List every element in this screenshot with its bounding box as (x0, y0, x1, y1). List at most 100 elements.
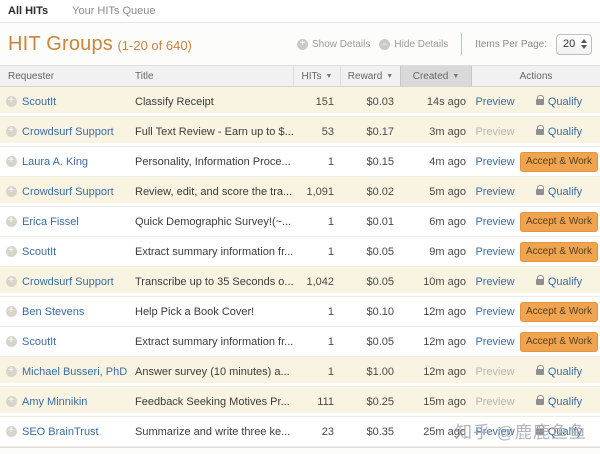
qualify-link[interactable]: Qualify (547, 275, 583, 288)
hit-title: Transcribe up to 35 Seconds o... (135, 275, 293, 288)
sort-arrow-icon: ▼ (386, 72, 394, 80)
table-row: ScoutIt Extract summary information fr..… (0, 237, 600, 267)
created-time: 12m ago (423, 305, 466, 318)
preview-link[interactable]: Preview (475, 245, 515, 258)
actions-cell: Preview Accept & Work (472, 327, 600, 356)
requester-link[interactable]: Crowdsurf Support (22, 275, 114, 288)
requester-link[interactable]: Crowdsurf Support (22, 185, 114, 198)
expand-row-icon[interactable] (5, 216, 17, 227)
tab-all-hits[interactable]: All HITs (8, 5, 49, 17)
accept-and-work-button[interactable]: Accept & Work (520, 151, 598, 172)
requester-link[interactable]: Amy Minnikin (22, 395, 88, 408)
requester-link[interactable]: Laura A. King (22, 155, 89, 168)
qualify-link[interactable]: Qualify (547, 395, 583, 408)
expand-row-icon[interactable] (5, 426, 17, 437)
preview-link[interactable]: Preview (475, 275, 515, 288)
preview-link[interactable]: Preview (475, 95, 515, 108)
hide-details-label: Hide Details (394, 38, 449, 50)
preview-link[interactable]: Preview (475, 215, 515, 228)
column-header-hits[interactable]: HITs ▼ (293, 66, 340, 86)
preview-link[interactable]: Preview (475, 185, 515, 198)
hits-count: 111 (317, 395, 334, 408)
qualify-link[interactable]: Qualify (547, 95, 583, 108)
requester-link[interactable]: Ben Stevens (22, 305, 85, 318)
requester-link[interactable]: ScoutIt (22, 335, 57, 348)
column-header-created[interactable]: Created ▼ (400, 66, 472, 86)
created-time: 6m ago (429, 215, 466, 228)
items-per-page-value: 20 (563, 38, 576, 50)
qualify-link[interactable]: Qualify (547, 125, 583, 138)
accept-and-work-button[interactable]: Accept & Work (520, 241, 598, 262)
stepper-arrows-icon (581, 39, 587, 49)
preview-link[interactable]: Preview (475, 305, 515, 318)
created-time: 12m ago (423, 365, 466, 378)
sort-arrow-icon: ▼ (452, 72, 460, 80)
vertical-divider (461, 33, 463, 55)
show-details-button[interactable]: Show Details (297, 38, 370, 50)
table-row: Crowdsurf Support Transcribe up to 35 Se… (0, 267, 600, 297)
requester-link[interactable]: ScoutIt (22, 95, 57, 108)
accept-and-work-button[interactable]: Accept & Work (520, 331, 598, 352)
table-row: SEO BrainTrust Summarize and write three… (0, 417, 600, 447)
expand-row-icon[interactable] (5, 306, 17, 317)
requester-link[interactable]: Michael Busseri, PhD (22, 365, 128, 378)
lock-icon (535, 184, 545, 195)
requester-link[interactable]: ScoutIt (22, 245, 57, 258)
action-slot: Qualify (520, 424, 598, 438)
created-time: 14s ago (426, 95, 466, 108)
accept-and-work-button[interactable]: Accept & Work (520, 211, 598, 232)
expand-row-icon[interactable] (5, 246, 17, 257)
table-row: Ben Stevens Help Pick a Book Cover! 1 $0… (0, 297, 600, 327)
qualify-link[interactable]: Qualify (547, 425, 583, 438)
table-row: Crowdsurf Support Full Text Review - Ear… (0, 117, 600, 147)
action-slot: Qualify (520, 94, 598, 108)
expand-row-icon[interactable] (5, 96, 17, 107)
hit-title: Review, edit, and score the tra... (135, 185, 293, 198)
actions-cell: Preview Accept & Work (472, 147, 600, 176)
table-body: ScoutIt Classify Receipt 151 $0.03 14s a… (0, 87, 600, 447)
accept-and-work-button[interactable]: Accept & Work (520, 301, 598, 322)
qualify-link[interactable]: Qualify (547, 185, 583, 198)
hide-details-button[interactable]: Hide Details (379, 38, 449, 50)
action-slot: Qualify (520, 124, 598, 138)
sort-arrow-icon: ▼ (325, 72, 333, 80)
hits-count: 1 (327, 245, 334, 258)
expand-row-icon[interactable] (5, 126, 17, 137)
created-time: 9m ago (429, 245, 466, 258)
preview-link[interactable]: Preview (475, 395, 515, 408)
preview-link[interactable]: Preview (475, 425, 515, 438)
expand-row-icon[interactable] (5, 156, 17, 167)
hits-count: 1 (327, 365, 334, 378)
preview-link[interactable]: Preview (475, 335, 515, 348)
expand-row-icon[interactable] (5, 276, 17, 287)
requester-link[interactable]: SEO BrainTrust (22, 425, 99, 438)
reward-amount: $0.17 (366, 125, 394, 138)
expand-row-icon[interactable] (5, 366, 17, 377)
hits-count: 1,091 (306, 185, 334, 198)
table-row: Crowdsurf Support Review, edit, and scor… (0, 177, 600, 207)
preview-link[interactable]: Preview (475, 155, 515, 168)
expand-row-icon[interactable] (5, 186, 17, 197)
hits-count: 1 (327, 305, 334, 318)
table-row: ScoutIt Classify Receipt 151 $0.03 14s a… (0, 87, 600, 117)
hit-title: Feedback Seeking Motives Pr... (135, 395, 290, 408)
expand-row-icon[interactable] (5, 336, 17, 347)
preview-link[interactable]: Preview (475, 365, 515, 378)
hit-title: Classify Receipt (135, 95, 214, 108)
table-row: Laura A. King Personality, Information P… (0, 147, 600, 177)
requester-link[interactable]: Crowdsurf Support (22, 125, 114, 138)
hit-groups-table: Requester Title HITs ▼ Reward ▼ Created … (0, 65, 600, 448)
column-header-requester: Requester (8, 70, 55, 82)
expand-row-icon[interactable] (5, 396, 17, 407)
items-per-page-select[interactable]: 20 (556, 33, 592, 55)
preview-link[interactable]: Preview (475, 125, 515, 138)
qualify-link[interactable]: Qualify (547, 365, 583, 378)
requester-link[interactable]: Erica Fissel (22, 215, 79, 228)
page-header: HIT Groups (1-20 of 640) Show Details Hi… (0, 23, 600, 65)
tab-your-hits-queue[interactable]: Your HITs Queue (72, 5, 156, 17)
table-row: Amy Minnikin Feedback Seeking Motives Pr… (0, 387, 600, 417)
action-slot: Qualify (520, 184, 598, 198)
column-header-reward[interactable]: Reward ▼ (340, 66, 400, 86)
actions-cell: Preview Qualify (472, 267, 600, 296)
created-time: 25m ago (423, 425, 466, 438)
